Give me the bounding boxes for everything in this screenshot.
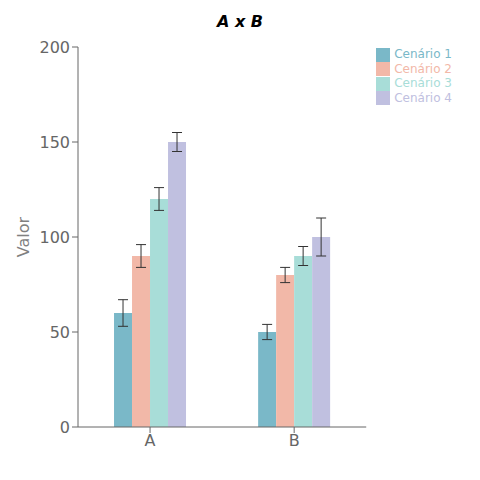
html-text:A x B: A x B [217,12,263,31]
svg-text:0: 0 [60,418,70,437]
svg-text:150: 150 [39,133,70,152]
svg-text:A: A [145,431,156,450]
svg-text:Valor: Valor [14,216,33,257]
html-text:Cenário 1: Cenário 1 [394,47,452,61]
svg-text:200: 200 [39,38,70,57]
html-text:Cenário 3: Cenário 3 [394,76,452,90]
html-text:Cenário 4: Cenário 4 [394,90,452,105]
html-text:Cenário 2: Cenário 2 [394,61,452,76]
svg-text:100: 100 [39,228,70,247]
svg-text:B: B [289,431,300,450]
svg-text:50: 50 [50,323,70,342]
